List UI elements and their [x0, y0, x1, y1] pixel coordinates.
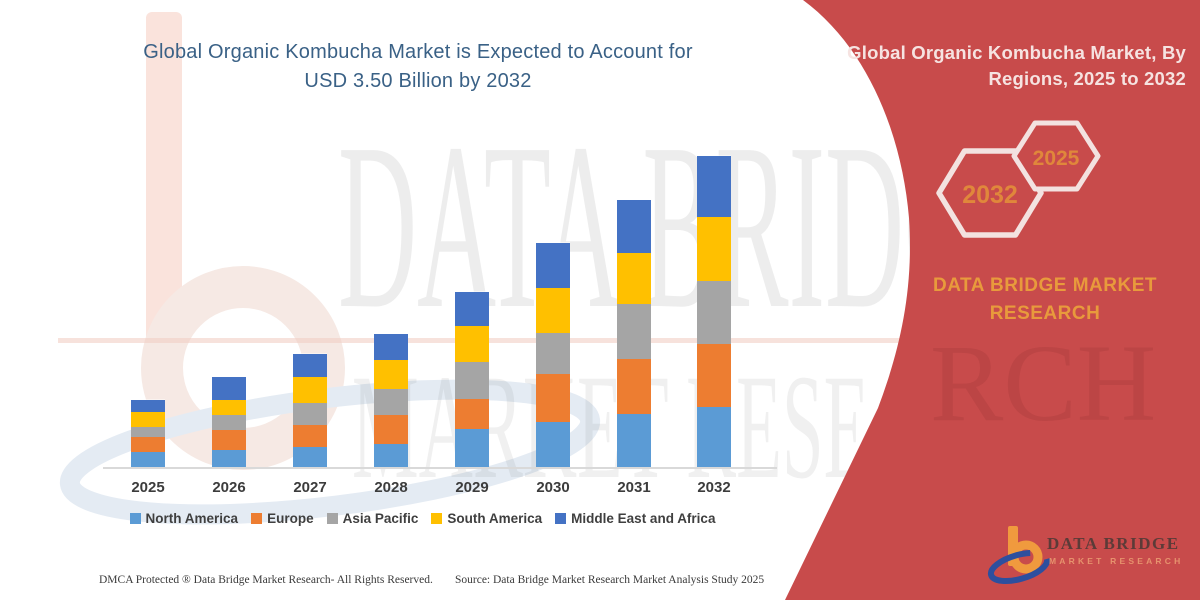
chart-title-line2: USD 3.50 Billion by 2032 — [304, 70, 532, 92]
hexagon-2025-icon — [1011, 120, 1101, 192]
hexagon-2032-icon — [936, 148, 1044, 238]
x-axis-label-2032: 2032 — [697, 479, 731, 496]
bar-segment-2030-south-america — [536, 288, 570, 333]
footer-source: Source: Data Bridge Market Research Mark… — [455, 574, 765, 586]
data-bridge-logo: DATA BRIDGE MARKET RESEARCH — [985, 518, 1195, 593]
bar-segment-2030-middle-east-and-africa — [536, 243, 570, 288]
bar-segment-2031-europe — [617, 359, 651, 414]
svg-text:RCH: RCH — [930, 322, 1156, 444]
panel-brand-name: DATA BRIDGE MARKET RESEARCH — [870, 272, 1200, 328]
bar-segment-2031-middle-east-and-africa — [617, 200, 651, 253]
bar-segment-2032-europe — [697, 344, 731, 407]
bar-segment-2032-middle-east-and-africa — [697, 156, 731, 217]
footer-copyright: DMCA Protected ® Data Bridge Market Rese… — [99, 574, 433, 586]
panel-title-line2: Regions, 2025 to 2032 — [988, 68, 1186, 89]
bar-segment-2031-north-america — [617, 414, 651, 467]
panel-brand-line1: DATA BRIDGE MARKET — [933, 275, 1157, 296]
bar-segment-2031-asia-pacific — [617, 304, 651, 359]
panel-title-line1: Global Organic Kombucha Market, By — [847, 42, 1186, 63]
x-axis-label-2031: 2031 — [617, 479, 651, 496]
hexagon-badges-icon — [936, 120, 1101, 238]
bar-segment-2029-south-america — [455, 326, 489, 362]
bar-segment-2032-north-america — [697, 407, 731, 467]
hexagon-year-2025: 2025 — [1032, 147, 1080, 170]
hexagon-year-2032: 2032 — [962, 181, 1018, 209]
bar-segment-2029-middle-east-and-africa — [455, 292, 489, 326]
bar-segment-2032-asia-pacific — [697, 281, 731, 344]
bar-segment-2031-south-america — [617, 253, 651, 304]
panel-title: Global Organic Kombucha Market, By Regio… — [786, 40, 1186, 92]
logo-tagline: MARKET RESEARCH — [1049, 556, 1184, 566]
bar-segment-2032-south-america — [697, 217, 731, 281]
panel-brand-line2: RESEARCH — [989, 303, 1101, 324]
data-bridge-b-icon — [987, 526, 1051, 585]
legend-label: Middle East and Africa — [571, 511, 716, 526]
chart-title: Global Organic Kombucha Market is Expect… — [88, 38, 748, 96]
logo-wordmark: DATA BRIDGE — [1047, 534, 1180, 553]
chart-title-line1: Global Organic Kombucha Market is Expect… — [143, 41, 693, 63]
